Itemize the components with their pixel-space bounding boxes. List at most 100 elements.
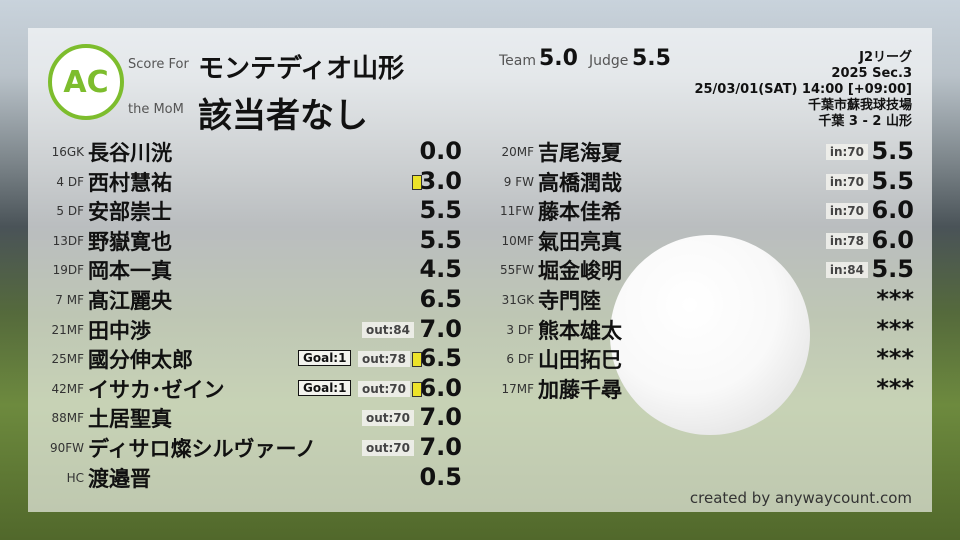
player-name: ディサロ燦シルヴァーノ	[88, 437, 317, 461]
player-score: 7.0	[419, 403, 462, 432]
yellow-card-icon	[412, 174, 422, 190]
substitution-tag: in:84	[825, 262, 868, 279]
player-score: ***	[876, 373, 914, 402]
player-row: 55FW 堀金峻明	[478, 256, 622, 284]
player-row: 6 DF 山田拓巳	[478, 345, 622, 373]
player-score: ***	[876, 344, 914, 373]
player-name: 國分伸太郎	[88, 348, 193, 373]
player-row: 25MF 國分伸太郎	[28, 345, 193, 373]
player-row: 17MF 加藤千尋	[478, 375, 622, 403]
player-position: 9 FW	[503, 174, 534, 189]
player-name: イサカ･ゼイン	[88, 377, 225, 402]
mom-label: the MoM	[128, 102, 184, 117]
player-name: 岡本一真	[88, 259, 172, 284]
player-row: 31GK 寺門陸	[478, 286, 601, 314]
substitution-tag: out:78	[357, 351, 410, 368]
goal-badge: Goal:1	[298, 379, 352, 396]
player-position: 16GK	[51, 145, 84, 159]
player-row: 19DF 岡本一真	[28, 256, 172, 284]
player-score: 0.5	[419, 462, 462, 491]
substitution-tag: out:84	[361, 321, 414, 338]
player-score: 0.0	[419, 137, 462, 165]
player-position: HC	[66, 470, 84, 485]
player-name: 堀金峻明	[538, 259, 622, 284]
datetime: 25/03/01(SAT) 14:00 [+09:00]	[694, 82, 912, 97]
logo-text: AC	[63, 64, 109, 100]
player-position: 7 MF	[55, 293, 84, 307]
player-position: 42MF	[51, 381, 84, 396]
player-row: 11FW 藤本佳希	[478, 197, 622, 225]
score-panel	[28, 28, 932, 512]
player-score: 5.5	[871, 166, 914, 195]
player-name: 安部崇士	[88, 200, 172, 225]
player-position: 5 DF	[56, 204, 84, 219]
substitution-tag: out:70	[361, 440, 414, 456]
player-row: 90FW ディサロ燦シルヴァーノ	[28, 434, 316, 462]
player-name: 渡邉晋	[88, 466, 151, 491]
player-score: ***	[876, 314, 914, 343]
credit: created by anywaycount.com	[689, 489, 912, 507]
player-position: 6 DF	[506, 352, 534, 367]
player-name: 山田拓巳	[538, 348, 622, 373]
league: J2リーグ	[859, 50, 912, 65]
player-row: HC 渡邉晋	[28, 464, 151, 492]
player-position: 4 DF	[56, 174, 84, 189]
player-score: 6.5	[419, 285, 462, 313]
substitution-tag: out:70	[361, 410, 414, 427]
player-position: 10MF	[501, 233, 534, 248]
player-position: 11FW	[499, 204, 534, 219]
player-score: 5.5	[419, 225, 462, 254]
player-row: 10MF 氣田亮真	[478, 227, 622, 255]
player-row: 3 DF 熊本雄太	[478, 316, 622, 344]
mom-name: 該当者なし	[198, 96, 368, 136]
match-info: J2リーグ 2025 Sec.3 25/03/01(SAT) 14:00 [+0…	[694, 50, 912, 130]
player-row: 5 DF 安部崇士	[28, 197, 172, 225]
player-score: 6.5	[419, 344, 462, 373]
player-position: 19DF	[52, 263, 84, 278]
goal-badge: Goal:1	[298, 350, 352, 367]
team-label: Team	[499, 53, 537, 69]
substitution-tag: in:70	[825, 144, 868, 160]
player-position: 20MF	[501, 145, 534, 159]
player-name: 高橋潤哉	[538, 170, 622, 195]
player-row: 88MF 土居聖真	[28, 404, 172, 432]
player-name: 加藤千尋	[538, 377, 622, 402]
player-name: 西村慧祐	[88, 170, 172, 195]
player-name: 藤本佳希	[538, 200, 622, 225]
player-score: 3.0	[419, 166, 462, 195]
player-position: 21MF	[51, 322, 84, 337]
substitution-tag: in:70	[825, 173, 868, 190]
player-score: 5.5	[871, 137, 914, 165]
player-score: 5.5	[871, 255, 914, 284]
substitution-tag: in:70	[825, 203, 868, 220]
player-score: 7.0	[419, 314, 462, 343]
player-position: 25MF	[51, 352, 84, 367]
player-score: 6.0	[871, 225, 914, 254]
player-name: 土居聖真	[88, 407, 172, 432]
venue: 千葉市蘇我球技場	[807, 98, 912, 113]
player-score: 6.0	[871, 196, 914, 225]
player-position: 55FW	[499, 263, 534, 278]
player-position: 17MF	[501, 381, 534, 396]
player-name: 田中渉	[88, 318, 151, 343]
player-score: 7.0	[419, 433, 462, 461]
judge-label: Judge	[589, 53, 629, 69]
player-position: 3 DF	[506, 322, 534, 337]
player-row: 16GK 長谷川洸	[28, 138, 172, 166]
player-name: 吉尾海夏	[538, 141, 622, 165]
player-name: 寺門陸	[538, 289, 601, 313]
player-score: 4.5	[419, 255, 462, 284]
anywaycount-logo: AC	[48, 44, 124, 120]
player-name: 野嶽寛也	[88, 229, 172, 254]
substitution-tag: in:78	[825, 232, 868, 249]
player-score: ***	[876, 285, 914, 313]
player-row: 20MF 吉尾海夏	[478, 138, 622, 166]
player-name: 熊本雄太	[538, 318, 622, 343]
judge-score: 5.5	[632, 46, 671, 71]
player-name: 髙江麗央	[88, 289, 172, 313]
player-score: 5.5	[419, 196, 462, 225]
yellow-card-icon	[412, 352, 422, 368]
player-position: 13DF	[52, 233, 84, 248]
player-row: 4 DF 西村慧祐	[28, 168, 172, 196]
team-score: 5.0	[539, 46, 578, 71]
